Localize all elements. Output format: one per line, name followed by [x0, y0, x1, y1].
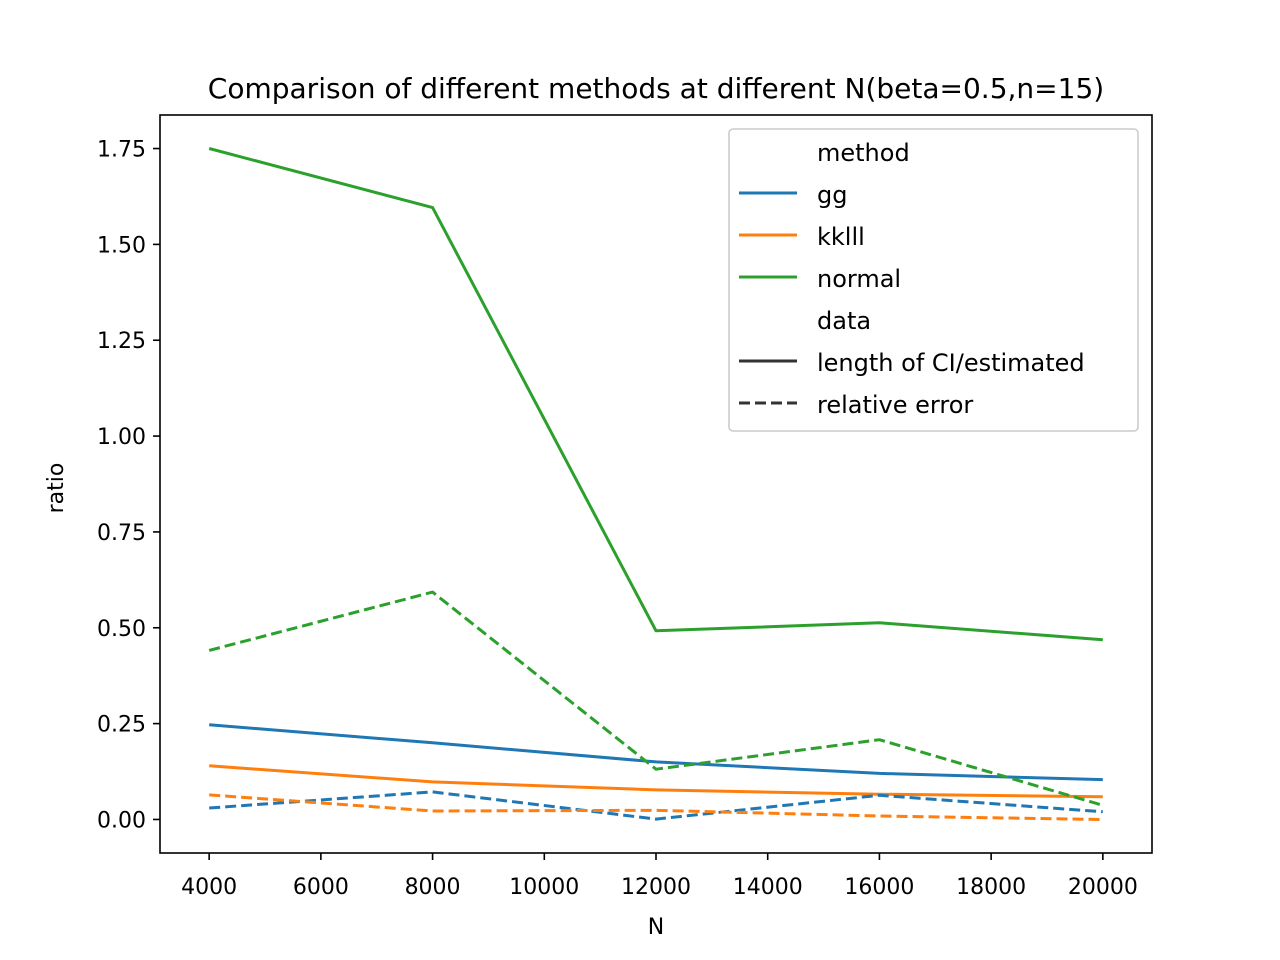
x-tick-label: 12000 [621, 875, 691, 900]
x-axis-label: N [648, 915, 664, 940]
y-tick-label: 1.25 [97, 329, 146, 354]
series-line-gg-relative-error [209, 790, 1103, 821]
y-tick-label: 1.00 [97, 425, 146, 450]
legend-label: gg [817, 181, 847, 209]
y-tick-label: 0.00 [97, 808, 146, 833]
series-line-kklll-relative-error [209, 793, 1103, 821]
legend-label: length of CI/estimated [817, 349, 1085, 377]
legend-label: data [817, 307, 871, 335]
legend-label: normal [817, 265, 901, 293]
y-tick-label: 0.25 [97, 713, 146, 738]
x-tick-label: 6000 [293, 875, 349, 900]
legend-label: method [817, 139, 910, 167]
series-line-normal-relative-error [208, 590, 1104, 807]
x-tick-label: 4000 [181, 875, 237, 900]
x-tick-label: 14000 [733, 875, 803, 900]
y-axis-label: ratio [44, 463, 69, 514]
legend-label: relative error [817, 391, 973, 419]
x-tick-label: 20000 [1068, 875, 1138, 900]
plot-area: 4000 6000 8000 10000 12000 14000 16000 18000 200… [97, 114, 1153, 900]
x-tick-label: 10000 [509, 875, 579, 900]
legend: method gg kklll normal data length of CI/esti… [728, 128, 1139, 432]
y-tick-label: 0.75 [97, 521, 146, 546]
chart-title: Comparison of different methods at diffe… [208, 72, 1104, 105]
x-tick-label: 8000 [405, 875, 461, 900]
legend-box [728, 128, 1139, 432]
y-tick-label: 1.50 [97, 233, 146, 258]
x-tick-label: 18000 [956, 875, 1026, 900]
series-line-kklll-length-of-ci [209, 764, 1103, 799]
legend-label: kklll [817, 223, 865, 251]
y-tick-label: 1.75 [97, 138, 146, 163]
series-group [208, 147, 1104, 821]
y-tick-label: 0.50 [97, 617, 146, 642]
series-line-normal-length-of-ci [208, 147, 1103, 642]
series-line-gg-length-of-ci [209, 723, 1103, 782]
x-tick-label: 16000 [844, 875, 914, 900]
